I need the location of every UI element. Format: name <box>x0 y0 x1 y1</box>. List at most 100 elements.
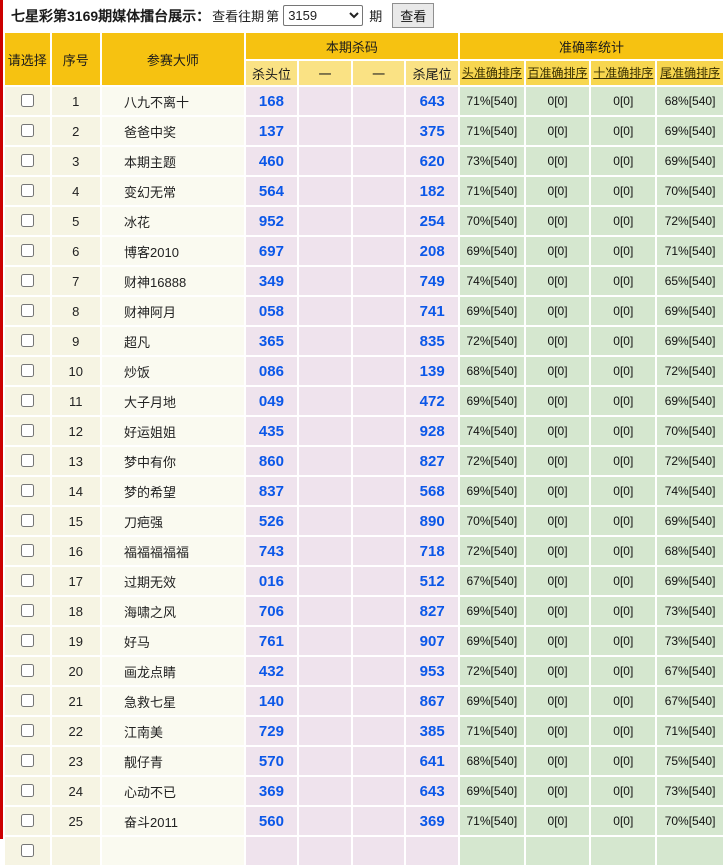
table-row: 2 爸爸中奖 137 375 71%[540] 0[0] 0[0] 69%[54… <box>5 117 723 145</box>
row-number: 14 <box>51 477 101 505</box>
row-checkbox[interactable] <box>20 604 34 618</box>
kill-head-cell: 086 <box>245 357 298 385</box>
kill-head-cell: 952 <box>245 207 298 235</box>
period-prefix-label: 第 <box>266 9 280 24</box>
kill-tail-cell: 890 <box>406 507 458 535</box>
master-name: 过期无效 <box>102 567 244 595</box>
kill-dash-cell-2 <box>352 237 405 265</box>
view-button[interactable]: 查看 <box>392 3 435 28</box>
row-checkbox[interactable] <box>20 844 34 858</box>
row-checkbox[interactable] <box>20 754 34 768</box>
hundred-accuracy-cell: 0[0] <box>525 597 590 625</box>
head-accuracy-value: 73%[540] <box>466 154 518 168</box>
row-checkbox[interactable] <box>20 514 34 528</box>
kill-head-value: 349 <box>258 272 284 290</box>
row-checkbox[interactable] <box>20 544 34 558</box>
master-name-value: 刀疤强 <box>124 514 164 530</box>
row-checkbox[interactable] <box>20 664 34 678</box>
master-name-value: 本期主题 <box>124 154 177 170</box>
ten-accuracy-cell: 0[0] <box>591 537 656 565</box>
kill-head-value: 761 <box>258 632 284 650</box>
kill-head-value: 952 <box>258 212 284 230</box>
kill-head-cell: 837 <box>245 477 298 505</box>
period-select[interactable]: 3159 <box>283 5 364 26</box>
head-accuracy-value: 69%[540] <box>466 604 518 618</box>
tail-accuracy-cell: 72%[540] <box>657 357 723 385</box>
row-number: 9 <box>51 327 101 355</box>
row-checkbox[interactable] <box>20 724 34 738</box>
row-checkbox[interactable] <box>20 214 34 228</box>
hundred-accuracy-value: 0[0] <box>547 634 568 648</box>
row-number-value: 14 <box>68 483 83 499</box>
kill-tail-value: 385 <box>419 722 445 740</box>
master-name-value: 福福福福福 <box>124 544 190 560</box>
master-name: 福福福福福 <box>102 537 244 565</box>
hundred-accuracy-value: 0[0] <box>547 214 568 228</box>
row-checkbox[interactable] <box>20 394 34 408</box>
row-select-cell <box>5 567 50 595</box>
tail-accuracy-value: 68%[540] <box>664 94 716 108</box>
head-accuracy-cell: 69%[540] <box>459 627 524 655</box>
row-select-cell <box>5 747 50 775</box>
row-checkbox[interactable] <box>20 454 34 468</box>
kill-dash-cell-1 <box>299 477 351 505</box>
hundred-accuracy-value: 0[0] <box>547 334 568 348</box>
row-checkbox[interactable] <box>20 484 34 498</box>
sort-hundred-accuracy-link[interactable]: 百准确排序 <box>527 66 588 80</box>
table-row: 18 海啸之风 706 827 69%[540] 0[0] 0[0] 73%[5… <box>5 597 723 625</box>
ten-accuracy-value: 0[0] <box>613 784 634 798</box>
row-checkbox[interactable] <box>20 814 34 828</box>
head-accuracy-cell: 72%[540] <box>459 327 524 355</box>
row-number-value: 20 <box>68 663 83 679</box>
row-checkbox[interactable] <box>20 334 34 348</box>
row-number-value: 1 <box>72 93 80 109</box>
table-row: 15 刀疤强 526 890 70%[540] 0[0] 0[0] 69%[54… <box>5 507 723 535</box>
row-checkbox[interactable] <box>20 124 34 138</box>
row-checkbox[interactable] <box>20 364 34 378</box>
ten-accuracy-value: 0[0] <box>613 94 634 108</box>
row-number-value: 23 <box>68 753 83 769</box>
tail-accuracy-value: 69%[540] <box>664 394 716 408</box>
kill-tail-cell: 139 <box>406 357 458 385</box>
row-number <box>51 837 101 865</box>
period-suffix-label: 期 <box>369 9 383 24</box>
row-checkbox[interactable] <box>20 424 34 438</box>
table-row: 11 大子月地 049 472 69%[540] 0[0] 0[0] 69%[5… <box>5 387 723 415</box>
row-number-value: 16 <box>68 543 83 559</box>
master-name: 博客2010 <box>102 237 244 265</box>
sort-ten-accuracy-link[interactable]: 十准确排序 <box>593 66 654 80</box>
kill-tail-cell: 827 <box>406 597 458 625</box>
row-checkbox[interactable] <box>20 634 34 648</box>
table-row: 6 博客2010 697 208 69%[540] 0[0] 0[0] 71%[… <box>5 237 723 265</box>
tail-accuracy-cell: 74%[540] <box>657 477 723 505</box>
row-number: 8 <box>51 297 101 325</box>
kill-tail-cell: 472 <box>406 387 458 415</box>
sort-head-accuracy-link[interactable]: 头准确排序 <box>461 66 522 80</box>
hundred-accuracy-cell: 0[0] <box>525 327 590 355</box>
tail-accuracy-cell: 70%[540] <box>657 417 723 445</box>
kill-dash-cell-2 <box>352 207 405 235</box>
row-select-cell <box>5 837 50 865</box>
row-checkbox[interactable] <box>20 94 34 108</box>
row-checkbox[interactable] <box>20 574 34 588</box>
ten-accuracy-cell: 0[0] <box>591 717 656 745</box>
row-checkbox[interactable] <box>20 784 34 798</box>
kill-head-value: 837 <box>258 482 284 500</box>
master-name-value: 冰花 <box>124 214 151 230</box>
tail-accuracy-cell <box>657 837 723 865</box>
row-number: 12 <box>51 417 101 445</box>
row-number: 20 <box>51 657 101 685</box>
ten-accuracy-cell: 0[0] <box>591 627 656 655</box>
hundred-accuracy-cell: 0[0] <box>525 627 590 655</box>
row-checkbox[interactable] <box>20 244 34 258</box>
kill-head-cell: 058 <box>245 297 298 325</box>
row-checkbox[interactable] <box>20 274 34 288</box>
sort-tail-accuracy-link[interactable]: 尾准确排序 <box>660 66 721 80</box>
kill-dash-cell-1 <box>299 747 351 775</box>
row-checkbox[interactable] <box>20 694 34 708</box>
row-checkbox[interactable] <box>20 184 34 198</box>
row-checkbox[interactable] <box>20 154 34 168</box>
row-checkbox[interactable] <box>20 304 34 318</box>
page-title: 七星彩第3169期媒体擂台展示： <box>11 7 211 24</box>
header-kill-tail: 杀尾位 <box>406 61 458 85</box>
